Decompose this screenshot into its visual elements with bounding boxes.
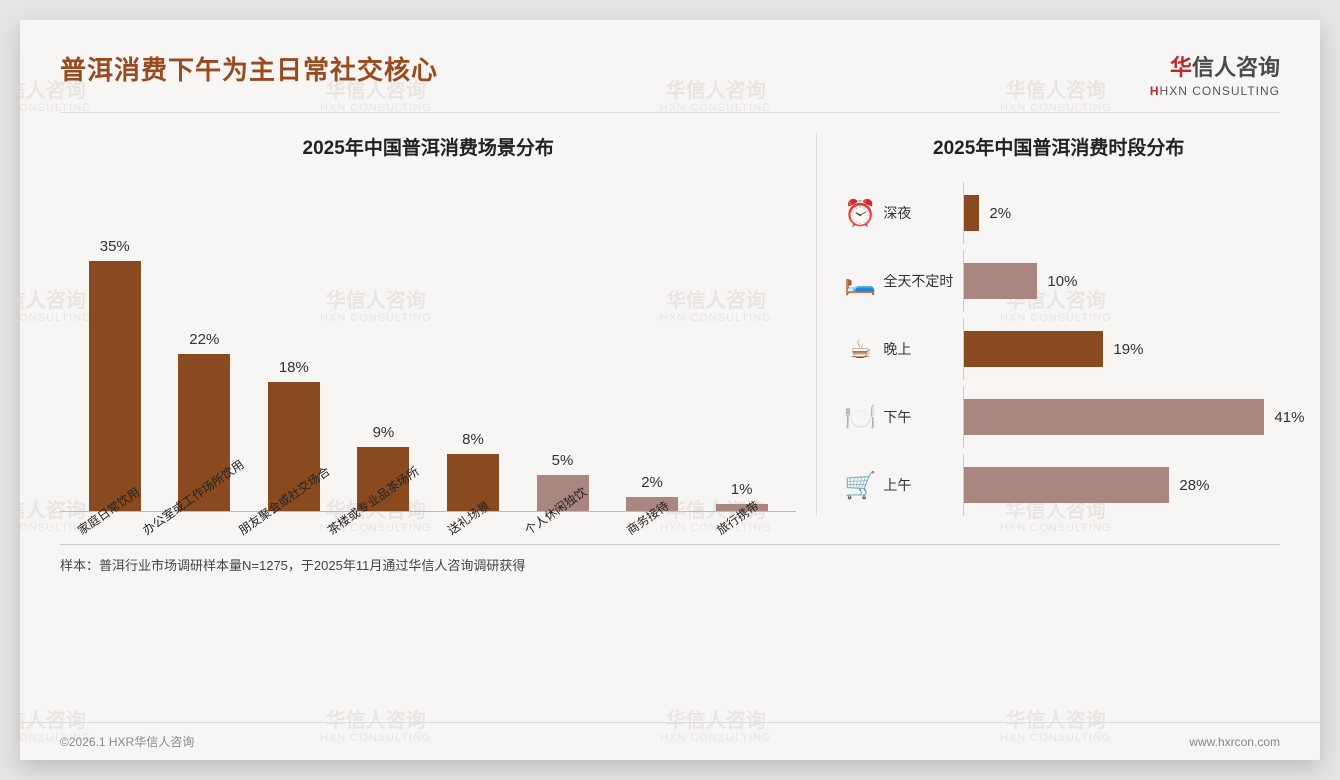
hbar-category-label: 深夜: [883, 203, 963, 223]
bar-column-0[interactable]: 35% 家庭日常饮用: [70, 182, 160, 511]
website-link[interactable]: www.hxrcon.com: [1189, 735, 1280, 749]
bar-value-label: 1%: [731, 481, 753, 498]
hbar-track: 28%: [963, 454, 1280, 516]
brand-cn-accent: 华: [1170, 55, 1192, 80]
copyright-text: ©2026.1 HXR华信人咨询: [60, 733, 194, 750]
bottom-bar: ©2026.1 HXR华信人咨询 www.hxrcon.com: [20, 722, 1320, 760]
bar-value-label: 35%: [100, 238, 130, 255]
bar-value-label: 9%: [373, 424, 395, 441]
bar-value-label: 8%: [462, 431, 484, 448]
hbar-fill[interactable]: [964, 331, 1103, 367]
bar-rect[interactable]: [89, 261, 141, 511]
brand-en-accent: H: [1150, 84, 1160, 98]
bar-column-4[interactable]: 8% 送礼场景: [428, 182, 518, 511]
page-outer: 华信人咨询HXN CONSULTING华信人咨询HXN CONSULTING华信…: [0, 0, 1340, 780]
bar-value-label: 5%: [552, 452, 574, 469]
cart-icon: 🛒: [837, 470, 883, 501]
cup-icon: ☕: [837, 334, 883, 365]
hbar-track: 19%: [963, 318, 1280, 380]
hbar-category-label: 晚上: [883, 339, 963, 359]
brand-block: 华信人咨询 HHXN CONSULTING: [1150, 50, 1280, 98]
hbar-row-上午[interactable]: 🛒 上午 28%: [837, 454, 1280, 516]
hbar-row-深夜[interactable]: ⏰ 深夜 2%: [837, 182, 1280, 244]
brand-en: HHXN CONSULTING: [1150, 84, 1280, 98]
hbar-value-label: 2%: [989, 205, 1011, 222]
bar-column-6[interactable]: 2% 商务接待: [607, 182, 697, 511]
hbar-category-label: 上午: [883, 475, 963, 495]
left-chart-title: 2025年中国普洱消费场景分布: [60, 133, 796, 160]
right-chart-title: 2025年中国普洱消费时段分布: [837, 133, 1280, 160]
bar-column-3[interactable]: 9% 茶楼或专业品茶场所: [339, 182, 429, 511]
footer-note-wrap: 样本：普洱行业市场调研样本量N=1275，于2025年11月通过华信人咨询调研获…: [20, 544, 1320, 574]
bar-value-label: 2%: [641, 474, 663, 491]
header-section: 普洱消费下午为主日常社交核心 华信人咨询 HHXN CONSULTING: [20, 20, 1320, 98]
bar-column-2[interactable]: 18% 朋友聚会或社交场合: [249, 182, 339, 511]
bar-value-label: 22%: [189, 331, 219, 348]
right-chart-panel: 2025年中国普洱消费时段分布 ⏰ 深夜 2% 🛏️ 全天不定时 10% ☕ 晚上 19% 🍽️ 下…: [816, 133, 1280, 516]
hbar-fill[interactable]: [964, 263, 1037, 299]
brand-en-rest: HXN CONSULTING: [1160, 84, 1280, 98]
hbar-fill[interactable]: [964, 195, 979, 231]
hbar-value-label: 41%: [1274, 409, 1304, 426]
hbar-value-label: 10%: [1047, 273, 1077, 290]
hbar-row-下午[interactable]: 🍽️ 下午 41%: [837, 386, 1280, 448]
bar-column-5[interactable]: 5% 个人休闲独饮: [518, 182, 608, 511]
left-chart-panel: 2025年中国普洱消费场景分布 35% 家庭日常饮用 22% 办公室或工作场所饮用 18…: [60, 133, 816, 516]
brand-cn-rest: 信人咨询: [1192, 55, 1280, 80]
hbar-category-label: 全天不定时: [883, 271, 963, 291]
hbar-value-label: 19%: [1113, 341, 1143, 358]
hbar-fill[interactable]: [964, 467, 1169, 503]
hbar-track: 41%: [963, 386, 1304, 448]
plate-icon: 🍽️: [837, 402, 883, 433]
brand-cn: 华信人咨询: [1150, 50, 1280, 82]
bed-icon: 🛏️: [837, 266, 883, 297]
left-bar-chart: 35% 家庭日常饮用 22% 办公室或工作场所饮用 18% 朋友聚会或社交场合 9% 茶楼或专…: [60, 182, 796, 512]
bar-rect[interactable]: [447, 454, 499, 511]
hbar-row-晚上[interactable]: ☕ 晚上 19%: [837, 318, 1280, 380]
page-title: 普洱消费下午为主日常社交核心: [60, 50, 438, 87]
right-hbar-list: ⏰ 深夜 2% 🛏️ 全天不定时 10% ☕ 晚上 19% 🍽️ 下午 41% 🛒 上午 28%: [837, 182, 1280, 516]
clock-icon: ⏰: [837, 198, 883, 229]
footer-note: 样本：普洱行业市场调研样本量N=1275，于2025年11月通过华信人咨询调研获…: [60, 544, 1280, 574]
hbar-fill[interactable]: [964, 399, 1264, 435]
bar-value-label: 18%: [279, 359, 309, 376]
bar-column-1[interactable]: 22% 办公室或工作场所饮用: [160, 182, 250, 511]
content-section: 2025年中国普洱消费场景分布 35% 家庭日常饮用 22% 办公室或工作场所饮用 18…: [20, 113, 1320, 516]
hbar-track: 2%: [963, 182, 1280, 244]
hbar-value-label: 28%: [1179, 477, 1209, 494]
bar-column-7[interactable]: 1% 旅行携带: [697, 182, 787, 511]
hbar-track: 10%: [963, 250, 1280, 312]
hbar-row-全天不定时[interactable]: 🛏️ 全天不定时 10%: [837, 250, 1280, 312]
hbar-category-label: 下午: [883, 407, 963, 427]
